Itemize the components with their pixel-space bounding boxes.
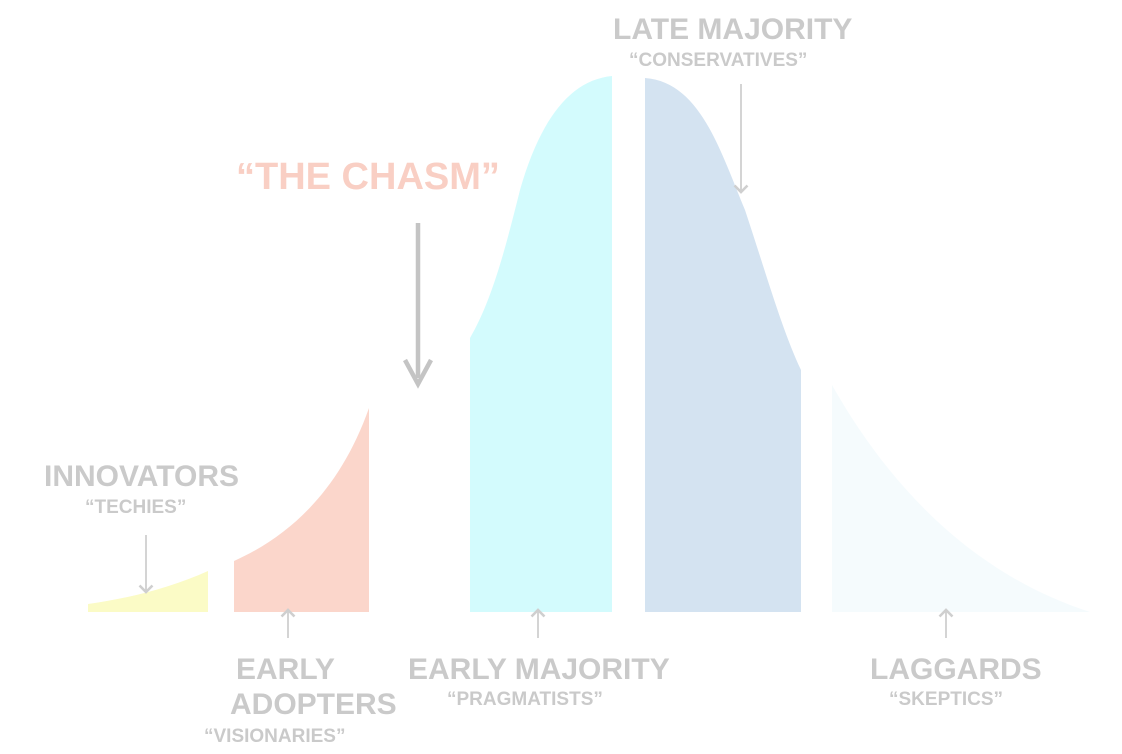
- late-majority-nickname: “CONSERVATIVES”: [629, 50, 808, 71]
- late-majority-label: LATE MAJORITY: [613, 13, 853, 46]
- early-adopters-segment: [234, 408, 369, 612]
- innovators-nickname: “TECHIES”: [85, 497, 187, 518]
- chasm-arrow: [403, 223, 433, 389]
- laggards-label: LAGGARDS: [870, 653, 1042, 686]
- early-majority-label: EARLY MAJORITY: [408, 653, 670, 686]
- chasm-title: “THE CHASM”: [236, 156, 500, 198]
- late-majority-segment: [645, 78, 801, 612]
- early-majority-segment: [470, 76, 612, 612]
- laggards-segment: [832, 385, 1090, 612]
- early-adopters-nickname: “VISIONARIES”: [204, 726, 346, 747]
- early-adopters-label: EARLY: [236, 653, 335, 686]
- innovators-label: INNOVATORS: [44, 460, 240, 493]
- early-majority-nickname: “PRAGMATISTS”: [447, 689, 603, 710]
- early-adopters-label-line2: ADOPTERS: [230, 688, 397, 721]
- laggards-nickname: “SKEPTICS”: [889, 689, 1004, 710]
- innovators-segment: [88, 571, 208, 612]
